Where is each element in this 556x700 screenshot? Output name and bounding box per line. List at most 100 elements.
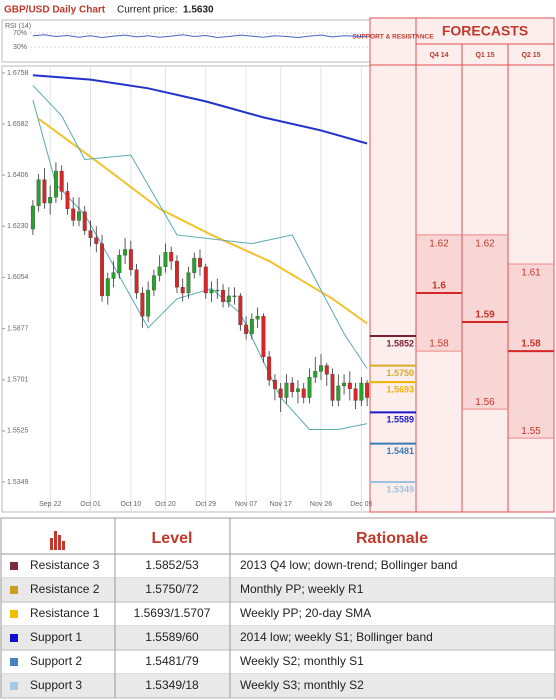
forecast-low-label: 1.56: [475, 397, 495, 408]
candle-body: [255, 316, 260, 320]
row-swatch: [10, 634, 18, 642]
candle-body: [77, 211, 81, 221]
row-name: Support 3: [30, 678, 82, 692]
line: [32, 85, 368, 369]
line: [38, 117, 368, 325]
candle-body: [71, 208, 76, 221]
candle-body: [82, 211, 87, 231]
forecast-mid-label: 1.58: [521, 339, 541, 350]
level-label: 1.5693: [386, 385, 414, 395]
table-row-band: [1, 626, 555, 650]
rsi-panel: [1, 19, 371, 63]
candle-body: [267, 356, 272, 381]
candle-body: [169, 252, 174, 262]
y-tick-label: 1.6758: [7, 70, 29, 77]
icon-bar: [54, 531, 57, 550]
candle-body: [151, 275, 156, 291]
table-row-band: [1, 578, 555, 602]
candle-body: [330, 374, 335, 401]
y-tick-label: 1.5877: [7, 326, 29, 333]
row-rationale: 2013 Q4 low; down-trend; Bollinger band: [240, 558, 457, 572]
candle-body: [163, 252, 168, 268]
row-level: 1.5693/1.5707: [134, 606, 211, 620]
table-header: Level: [152, 530, 193, 547]
table-icon: [50, 531, 65, 550]
forecast-period: Q4 14: [429, 52, 448, 59]
row-swatch: [10, 658, 18, 666]
candle-body: [272, 379, 277, 389]
levels-title: SUPPORT & RESISTANCE: [352, 34, 434, 41]
candle-body: [186, 272, 191, 294]
candle-body: [232, 295, 237, 297]
price-panel: [1, 65, 371, 513]
candle-body: [347, 382, 352, 389]
candle-body: [324, 365, 329, 375]
candle-body: [128, 249, 133, 270]
forecast-low-label: 1.58: [429, 339, 449, 350]
table-header: Rationale: [356, 530, 428, 547]
candle-body: [180, 287, 185, 294]
candle-body: [146, 289, 151, 317]
candle-body: [238, 295, 243, 326]
row-rationale: 2014 low; weekly S1; Bollinger band: [240, 630, 433, 644]
line: [32, 74, 368, 145]
forecast-mid-label: 1.6: [432, 281, 446, 292]
row-name: Support 2: [30, 654, 82, 668]
candle-body: [336, 385, 341, 401]
y-tick-label: 1.5701: [7, 377, 29, 384]
candle-body: [215, 289, 220, 292]
y-tick-label: 1.5525: [7, 428, 29, 435]
row-rationale: Monthly PP; weekly R1: [240, 582, 364, 596]
rsi-tick-label: 70%: [13, 30, 27, 37]
level-label: 1.5852: [386, 338, 414, 348]
y-tick-label: 1.6054: [7, 274, 29, 281]
candle-body: [105, 278, 110, 297]
row-swatch: [10, 562, 18, 570]
candle-body: [117, 255, 122, 273]
candle-body: [353, 388, 358, 401]
candle-body: [244, 324, 249, 334]
x-tick-label: Nov 07: [235, 501, 257, 508]
forecast-mid-label: 1.59: [475, 310, 495, 321]
candle-body: [209, 289, 214, 294]
current-price: 1.5630: [183, 5, 214, 16]
candle-body: [88, 230, 93, 238]
candle-body: [301, 388, 306, 398]
table-frame: [0, 517, 556, 699]
candle-body: [296, 388, 300, 392]
candle-body: [94, 237, 99, 244]
row-swatch: [10, 586, 18, 594]
candle-body: [198, 258, 202, 268]
x-tick-label: Oct 20: [155, 501, 176, 508]
candle-body: [134, 269, 139, 294]
y-tick-label: 1.5349: [7, 479, 29, 486]
candle-body: [249, 318, 254, 334]
candle-body: [261, 316, 266, 358]
x-tick-label: Oct 01: [80, 501, 101, 508]
line: [32, 99, 368, 430]
forecast-period: Q1 15: [475, 52, 494, 59]
candle-body: [290, 382, 295, 392]
table-row-band: [1, 674, 555, 698]
candle-body: [359, 382, 364, 401]
level-label: 1.5349: [386, 484, 414, 494]
candle-body: [30, 205, 35, 230]
candle-body: [65, 191, 70, 209]
y-tick-label: 1.6230: [7, 223, 29, 230]
row-rationale: Weekly S2; monthly S1: [240, 654, 364, 668]
x-tick-label: Oct 10: [121, 501, 142, 508]
forecast-title: FORECASTS: [442, 23, 528, 39]
rsi-tick-label: 30%: [13, 44, 27, 51]
row-rationale: Weekly S3; monthly S2: [240, 678, 364, 692]
candle-body: [48, 197, 53, 204]
row-level: 1.5481/79: [145, 654, 199, 668]
row-level: 1.5589/60: [145, 630, 199, 644]
icon-bar: [50, 538, 53, 550]
icon-bar: [58, 535, 61, 550]
price-label: Current price:: [117, 5, 178, 16]
forecast-low-label: 1.55: [521, 426, 541, 437]
row-name: Resistance 3: [30, 558, 100, 572]
x-tick-label: Nov 17: [270, 501, 292, 508]
